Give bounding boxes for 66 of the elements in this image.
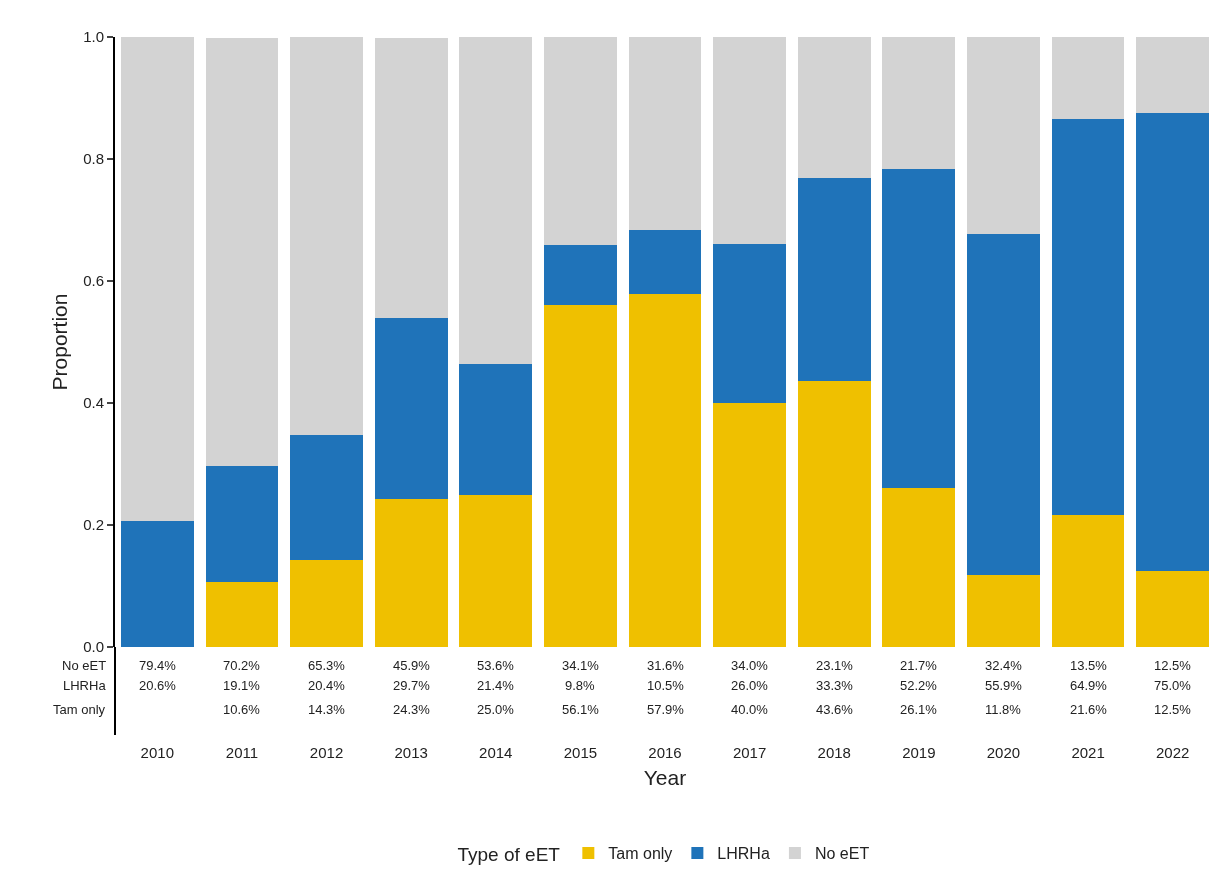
- x-tick-label: 2018: [817, 744, 851, 761]
- data-label: 26.1%: [900, 702, 938, 717]
- data-label: 19.1%: [223, 678, 261, 693]
- x-tick-label: 2016: [648, 744, 682, 761]
- data-label: 79.4%: [139, 658, 177, 673]
- data-label: 26.0%: [731, 678, 769, 693]
- x-tick-label: 2015: [563, 744, 598, 761]
- data-label: 21.4%: [477, 678, 515, 693]
- x-tick-label: 2020: [986, 744, 1021, 761]
- data-label: 75.0%: [1154, 678, 1192, 693]
- data-label: 43.6%: [816, 702, 854, 717]
- data-label: 64.9%: [1070, 678, 1108, 693]
- data-label: 21.7%: [900, 658, 938, 673]
- legend-title: Type of eET: [457, 843, 561, 865]
- data-label: 52.2%: [900, 678, 938, 693]
- y-tick-label: 0.6: [83, 272, 104, 290]
- data-label: 21.6%: [1070, 702, 1108, 717]
- data-label: 31.6%: [647, 658, 685, 673]
- data-label: 70.2%: [223, 658, 261, 673]
- legend-label: No eET: [814, 845, 870, 863]
- x-tick-label: 2017: [732, 744, 767, 761]
- data-label: 40.0%: [731, 702, 769, 717]
- x-tick-label: 2012: [309, 744, 344, 761]
- data-label: 14.3%: [308, 702, 346, 717]
- legend-label: LHRHa: [717, 845, 770, 863]
- x-tick-label: 2011: [225, 744, 259, 761]
- x-tick-label: 2021: [1071, 744, 1105, 761]
- data-label: 53.6%: [477, 658, 515, 673]
- data-label: 12.5%: [1154, 658, 1192, 673]
- y-tick-label: 0.0: [83, 638, 104, 656]
- data-label: 33.3%: [816, 678, 854, 693]
- text: No eET: [62, 658, 107, 673]
- y-axis-title: Proportion: [47, 293, 71, 391]
- y-tick-label: 1.0: [83, 28, 104, 46]
- data-label: 12.5%: [1154, 702, 1192, 717]
- x-tick-label: 2014: [479, 744, 513, 761]
- x-tick-label: 2013: [394, 744, 428, 761]
- data-label: 34.1%: [562, 658, 600, 673]
- x-tick-label: 2010: [140, 744, 174, 761]
- data-label: 57.9%: [647, 702, 685, 717]
- y-tick-label: 0.4: [83, 394, 104, 412]
- data-label: 10.6%: [223, 702, 261, 717]
- data-label: 20.4%: [308, 678, 346, 693]
- data-label: 9.8%: [565, 678, 596, 693]
- data-label: 13.5%: [1070, 658, 1108, 673]
- data-label: 23.1%: [816, 658, 854, 673]
- data-label: 25.0%: [477, 702, 515, 717]
- data-label: 20.6%: [139, 678, 177, 693]
- x-axis-title: Year: [643, 766, 687, 790]
- text: Tam only: [53, 702, 106, 717]
- data-label: 56.1%: [562, 702, 600, 717]
- data-label: 32.4%: [985, 658, 1023, 673]
- data-label: 45.9%: [393, 658, 431, 673]
- x-tick-label: 2022: [1156, 744, 1190, 761]
- y-tick-label: 0.2: [83, 516, 104, 534]
- data-label: 10.5%: [647, 678, 685, 693]
- data-label: 34.0%: [731, 658, 769, 673]
- data-label: 24.3%: [393, 702, 431, 717]
- data-label: 29.7%: [393, 678, 431, 693]
- legend-label: Tam only: [608, 845, 673, 863]
- text: LHRHa: [63, 678, 106, 693]
- data-label: 11.8%: [985, 702, 1022, 717]
- data-label: 65.3%: [308, 658, 346, 673]
- data-label: 55.9%: [985, 678, 1023, 693]
- x-tick-label: 2019: [902, 744, 936, 761]
- y-tick-label: 0.8: [83, 150, 104, 168]
